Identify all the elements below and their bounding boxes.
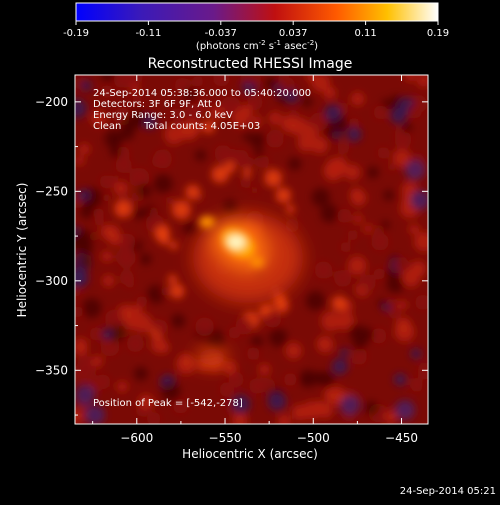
y-axis-label: Heliocentric Y (arcsec) bbox=[15, 183, 29, 318]
x-tick-label: −450 bbox=[385, 431, 418, 445]
annotation-counts: Total counts: 4.05E+03 bbox=[143, 121, 260, 132]
x-tick-label: −500 bbox=[297, 431, 330, 445]
x-tick-label: −600 bbox=[120, 431, 153, 445]
y-tick-label: −200 bbox=[35, 95, 68, 109]
y-tick-label: −300 bbox=[35, 274, 68, 288]
colorbar-tick-label: 0.11 bbox=[354, 28, 376, 39]
colorbar-tick-label: 0.037 bbox=[279, 28, 308, 39]
peak-source bbox=[227, 235, 245, 249]
annotation-method: Clean bbox=[93, 121, 121, 132]
colorbar-units: (photons cm-2 s-1 asec-2) bbox=[196, 39, 318, 52]
x-axis-label: Heliocentric X (arcsec) bbox=[182, 447, 318, 461]
colorbar-gradient bbox=[75, 2, 439, 22]
colorbar-tick-label: -0.11 bbox=[135, 28, 161, 39]
annotation-detectors: Detectors: 3F 6F 9F, Att 0 bbox=[93, 99, 221, 110]
colorbar-tick-label: 0.19 bbox=[427, 28, 449, 39]
annotation-block: 24-Sep-2014 05:38:36.000 to 05:40:20.000… bbox=[93, 88, 311, 409]
chart-title: Reconstructed RHESSI Image bbox=[148, 56, 353, 72]
colorbar-tick-label: -0.19 bbox=[63, 28, 89, 39]
x-tick-label: −550 bbox=[209, 431, 242, 445]
annotation-peak: Position of Peak = [-542,-278] bbox=[93, 398, 243, 409]
colorbar: -0.19 -0.11 -0.037 0.037 0.11 0.19 (photons c… bbox=[63, 2, 449, 52]
y-tick-label: −250 bbox=[35, 184, 68, 198]
annotation-time: 24-Sep-2014 05:38:36.000 to 05:40:20.000 bbox=[93, 88, 311, 99]
annotation-energy: Energy Range: 3.0 - 6.0 keV bbox=[93, 110, 233, 121]
axis-ticks: −600 −550 −500 −450 −350 −300 −250 −200 bbox=[35, 75, 428, 445]
footer-timestamp: 24-Sep-2014 05:21 bbox=[400, 486, 496, 497]
heatmap-image bbox=[75, 75, 428, 424]
plot-frame bbox=[74, 74, 429, 425]
y-tick-label: −350 bbox=[35, 363, 68, 377]
colorbar-tick-label: -0.037 bbox=[205, 28, 237, 39]
colorbar-ticks: -0.19 -0.11 -0.037 0.037 0.11 0.19 bbox=[63, 21, 449, 39]
